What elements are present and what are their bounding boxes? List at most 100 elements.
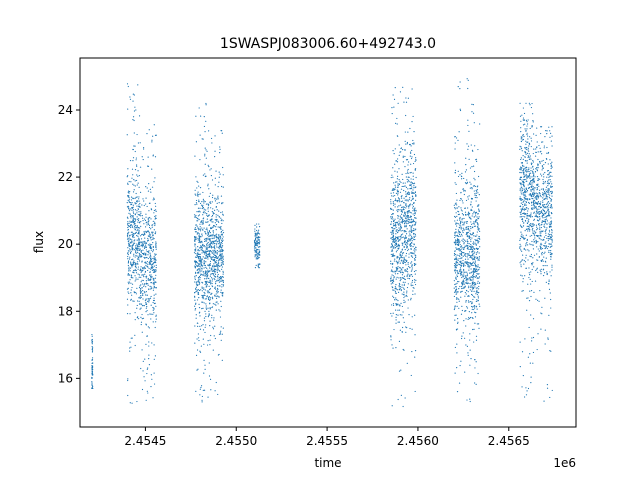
- data-point: [404, 269, 406, 271]
- data-point: [475, 235, 477, 238]
- data-point: [203, 250, 205, 252]
- data-point: [150, 304, 152, 306]
- data-point: [221, 240, 224, 243]
- data-point: [155, 244, 157, 246]
- data-point: [397, 231, 399, 234]
- data-point: [541, 259, 544, 261]
- data-point: [216, 239, 218, 241]
- data-point: [412, 290, 414, 292]
- data-point: [133, 292, 136, 294]
- data-point: [533, 212, 535, 214]
- data-point: [540, 271, 542, 273]
- data-point: [399, 262, 401, 264]
- data-point: [473, 210, 475, 212]
- data-point: [470, 316, 472, 319]
- data-point: [465, 221, 467, 223]
- data-point: [523, 196, 525, 198]
- data-point: [522, 171, 524, 174]
- data-point: [218, 296, 220, 298]
- data-point: [213, 237, 215, 239]
- data-point: [455, 243, 457, 245]
- data-point: [479, 123, 481, 125]
- data-point: [465, 318, 467, 320]
- data-point: [256, 236, 258, 238]
- data-point: [462, 247, 464, 249]
- data-point: [405, 245, 407, 247]
- data-point: [126, 176, 128, 178]
- data-point: [393, 241, 395, 243]
- data-point: [469, 237, 471, 239]
- data-point: [139, 268, 142, 270]
- data-point: [215, 295, 217, 297]
- data-point: [221, 286, 223, 288]
- data-point: [457, 259, 459, 261]
- data-point: [130, 221, 132, 223]
- data-point: [407, 176, 409, 178]
- data-point: [196, 290, 198, 292]
- data-point: [128, 195, 130, 197]
- data-point: [520, 260, 522, 263]
- data-point: [140, 254, 142, 256]
- data-point: [203, 262, 205, 264]
- data-point: [146, 224, 148, 226]
- data-point: [399, 253, 401, 255]
- data-point: [541, 251, 543, 254]
- data-point: [476, 216, 478, 218]
- data-point: [545, 130, 547, 132]
- data-point: [203, 359, 205, 361]
- data-point: [548, 243, 550, 245]
- data-point: [142, 244, 145, 246]
- data-point: [198, 241, 200, 243]
- data-point: [258, 229, 260, 231]
- data-point: [401, 222, 403, 224]
- data-point: [140, 271, 142, 273]
- data-point: [545, 203, 547, 206]
- data-point: [473, 235, 475, 237]
- data-point: [551, 229, 553, 231]
- data-point: [408, 231, 410, 233]
- data-point: [532, 351, 535, 354]
- data-point: [473, 170, 476, 173]
- data-point: [256, 245, 258, 247]
- data-point: [147, 222, 149, 224]
- data-point: [215, 301, 217, 303]
- data-point: [476, 323, 478, 325]
- data-point: [407, 212, 409, 214]
- data-point: [143, 304, 145, 307]
- data-point: [411, 143, 414, 145]
- data-point: [415, 159, 417, 161]
- data-point: [200, 249, 202, 251]
- data-point: [147, 240, 149, 242]
- data-point: [216, 209, 218, 211]
- data-point: [525, 146, 527, 149]
- data-point: [411, 195, 414, 198]
- data-point: [468, 251, 471, 253]
- data-point: [214, 209, 216, 211]
- data-point: [403, 101, 405, 103]
- data-point: [133, 222, 135, 224]
- data-point: [402, 243, 404, 245]
- data-point: [392, 201, 394, 203]
- data-point: [140, 211, 142, 213]
- data-point: [403, 149, 406, 151]
- data-point: [461, 276, 463, 279]
- data-point: [208, 314, 210, 316]
- data-point: [464, 258, 467, 260]
- data-point: [457, 318, 459, 320]
- data-point: [142, 198, 144, 200]
- data-point: [148, 300, 150, 302]
- data-point: [457, 248, 459, 250]
- data-point: [393, 189, 395, 191]
- data-point: [526, 176, 528, 178]
- data-point: [129, 242, 131, 244]
- data-point: [403, 299, 405, 301]
- data-point: [195, 202, 198, 204]
- data-point: [141, 279, 143, 281]
- data-point: [394, 255, 396, 257]
- data-point: [455, 293, 457, 295]
- data-point: [472, 185, 475, 187]
- data-point: [394, 286, 397, 288]
- data-point: [129, 215, 132, 217]
- data-point: [205, 298, 208, 300]
- data-point: [462, 248, 465, 250]
